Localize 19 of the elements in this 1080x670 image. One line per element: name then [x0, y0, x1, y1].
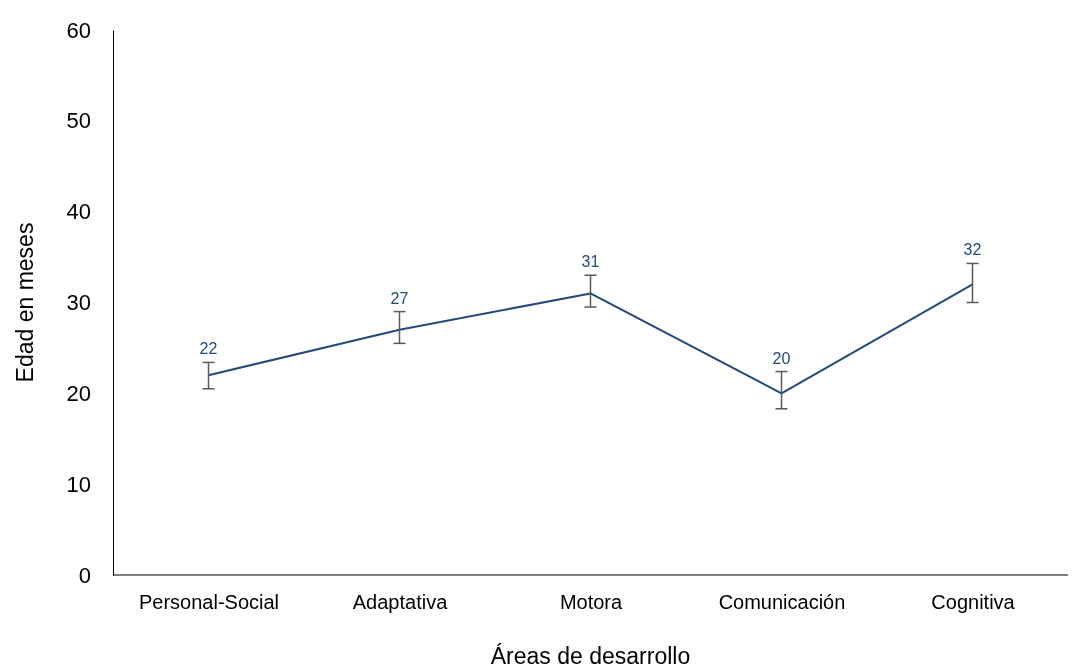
x-axis-title: Áreas de desarrollo	[490, 643, 691, 669]
y-axis-title: Edad en meses	[12, 222, 38, 383]
y-tick-label: 60	[66, 17, 91, 43]
data-label: 32	[963, 241, 982, 259]
y-tick-label: 50	[66, 108, 91, 134]
x-tick-label: Cognitiva	[931, 591, 1016, 614]
y-tick-label: 30	[66, 290, 91, 316]
y-tick-label: 20	[66, 380, 91, 406]
data-label: 27	[390, 289, 409, 307]
y-tick-label: 10	[66, 471, 91, 497]
x-tick-label: Comunicación	[718, 591, 846, 614]
x-tick-label: Personal-Social	[138, 591, 280, 614]
data-label: 31	[581, 253, 600, 271]
x-tick-label: Adaptativa	[352, 591, 449, 614]
x-tick-label: Motora	[559, 591, 623, 614]
y-tick-label: 40	[66, 199, 91, 225]
data-label: 22	[199, 340, 218, 358]
data-label: 20	[772, 349, 791, 367]
y-tick-label: 0	[78, 562, 91, 588]
